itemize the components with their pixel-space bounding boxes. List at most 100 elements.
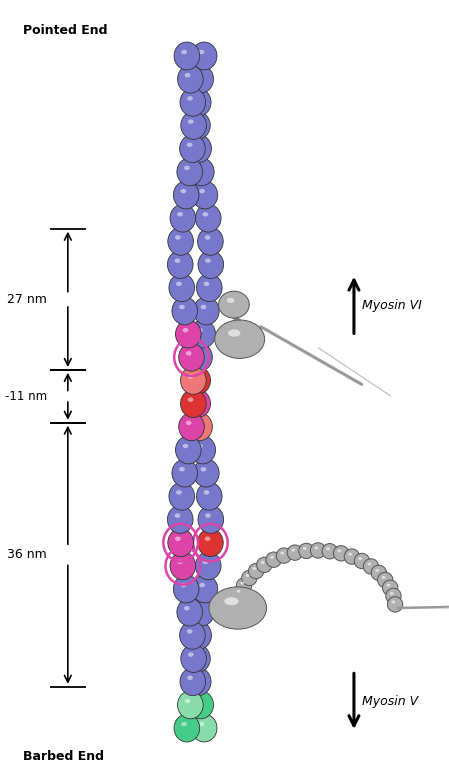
Ellipse shape — [180, 583, 186, 587]
Ellipse shape — [174, 714, 200, 742]
Ellipse shape — [387, 584, 390, 586]
Text: Myosin VI: Myosin VI — [361, 299, 422, 312]
Ellipse shape — [183, 328, 189, 332]
Ellipse shape — [170, 552, 196, 579]
Ellipse shape — [192, 397, 198, 402]
Ellipse shape — [383, 580, 398, 595]
Ellipse shape — [176, 320, 201, 348]
Ellipse shape — [198, 227, 223, 256]
Ellipse shape — [168, 227, 194, 256]
Ellipse shape — [188, 374, 194, 379]
Ellipse shape — [172, 459, 198, 487]
Ellipse shape — [197, 274, 222, 302]
Ellipse shape — [198, 722, 204, 726]
Ellipse shape — [202, 212, 208, 216]
Ellipse shape — [237, 590, 241, 593]
Ellipse shape — [261, 561, 264, 564]
Ellipse shape — [192, 374, 198, 379]
Ellipse shape — [276, 548, 291, 563]
Ellipse shape — [195, 552, 221, 579]
Ellipse shape — [386, 588, 401, 604]
Ellipse shape — [190, 436, 216, 464]
Ellipse shape — [192, 575, 218, 603]
Ellipse shape — [205, 536, 211, 541]
Ellipse shape — [177, 598, 202, 626]
Ellipse shape — [224, 597, 238, 605]
Ellipse shape — [181, 644, 207, 673]
Ellipse shape — [176, 436, 201, 464]
Ellipse shape — [185, 366, 211, 394]
Ellipse shape — [310, 543, 326, 558]
Ellipse shape — [203, 490, 209, 495]
Ellipse shape — [179, 305, 185, 309]
Ellipse shape — [180, 390, 206, 418]
Ellipse shape — [188, 652, 194, 657]
Ellipse shape — [240, 582, 244, 585]
Ellipse shape — [194, 421, 200, 425]
Ellipse shape — [326, 547, 330, 550]
Ellipse shape — [187, 343, 212, 371]
Ellipse shape — [169, 482, 194, 510]
Ellipse shape — [194, 459, 219, 487]
Ellipse shape — [170, 205, 196, 232]
Ellipse shape — [198, 506, 224, 533]
Ellipse shape — [192, 119, 198, 124]
Ellipse shape — [205, 235, 211, 240]
Ellipse shape — [188, 397, 194, 402]
Ellipse shape — [180, 622, 205, 649]
Ellipse shape — [189, 598, 214, 626]
Ellipse shape — [176, 490, 182, 495]
Ellipse shape — [174, 42, 200, 70]
Ellipse shape — [177, 560, 183, 564]
Ellipse shape — [175, 259, 180, 263]
Ellipse shape — [185, 644, 210, 673]
Ellipse shape — [167, 251, 193, 278]
Ellipse shape — [184, 606, 190, 611]
Ellipse shape — [334, 546, 349, 561]
Ellipse shape — [194, 297, 219, 325]
Ellipse shape — [187, 143, 193, 147]
Ellipse shape — [299, 543, 314, 558]
Ellipse shape — [197, 482, 222, 510]
Ellipse shape — [175, 536, 180, 541]
Text: 27 nm: 27 nm — [7, 293, 47, 306]
Ellipse shape — [196, 165, 202, 170]
Ellipse shape — [193, 96, 198, 100]
Ellipse shape — [185, 668, 211, 695]
Ellipse shape — [187, 96, 193, 100]
Ellipse shape — [371, 565, 387, 580]
Ellipse shape — [180, 668, 206, 695]
Ellipse shape — [185, 73, 190, 78]
Ellipse shape — [180, 135, 205, 162]
Ellipse shape — [179, 343, 204, 371]
Ellipse shape — [180, 366, 206, 394]
Ellipse shape — [177, 65, 203, 93]
Ellipse shape — [187, 630, 193, 633]
Ellipse shape — [197, 328, 203, 332]
Ellipse shape — [191, 714, 217, 742]
Ellipse shape — [181, 722, 187, 726]
Ellipse shape — [183, 444, 189, 448]
Ellipse shape — [185, 390, 211, 418]
Ellipse shape — [382, 576, 386, 579]
Ellipse shape — [179, 467, 185, 471]
Ellipse shape — [375, 569, 379, 572]
Ellipse shape — [205, 514, 211, 517]
Ellipse shape — [227, 298, 234, 303]
Ellipse shape — [185, 89, 211, 116]
Ellipse shape — [198, 50, 204, 54]
Ellipse shape — [188, 691, 214, 719]
Ellipse shape — [198, 528, 223, 557]
Ellipse shape — [233, 586, 248, 601]
Ellipse shape — [176, 281, 182, 286]
Ellipse shape — [203, 281, 209, 286]
Ellipse shape — [248, 564, 264, 579]
Ellipse shape — [169, 274, 194, 302]
Ellipse shape — [201, 305, 207, 309]
Ellipse shape — [167, 506, 193, 533]
Ellipse shape — [185, 699, 190, 703]
Ellipse shape — [173, 575, 199, 603]
Ellipse shape — [187, 413, 212, 441]
Ellipse shape — [257, 557, 272, 572]
Ellipse shape — [314, 546, 318, 550]
